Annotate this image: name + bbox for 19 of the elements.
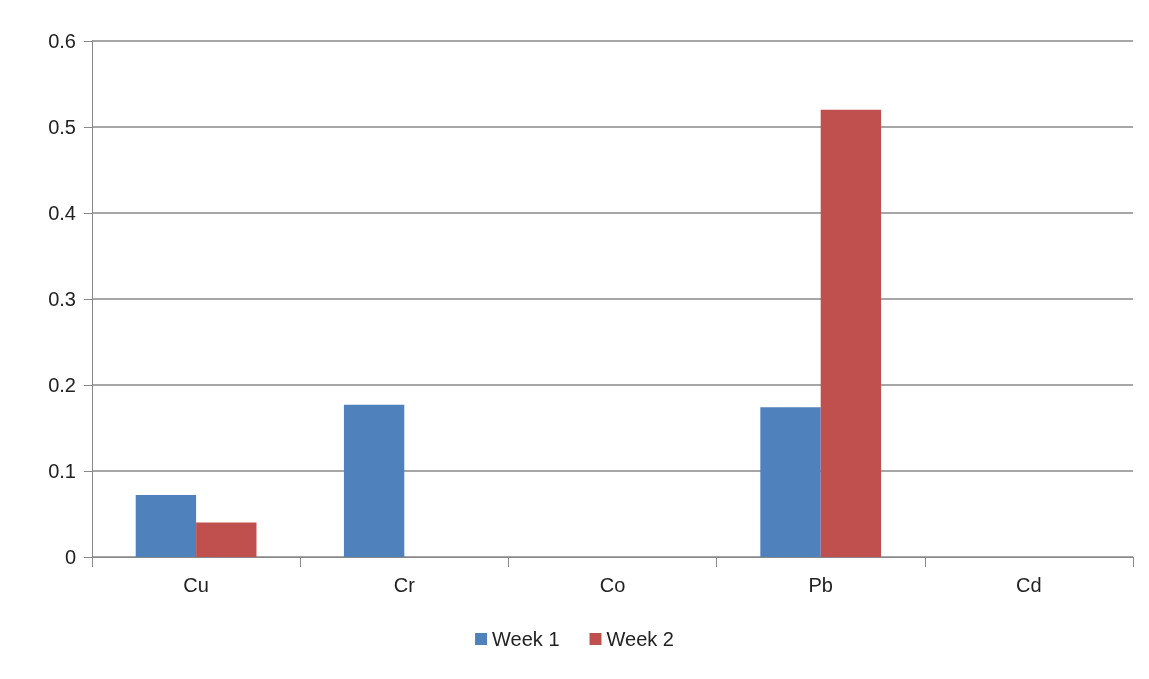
- bar: [343, 404, 405, 557]
- y-tick-label: 0.4: [48, 202, 76, 224]
- legend-label: Week 1: [492, 628, 560, 650]
- bar: [760, 407, 821, 557]
- y-tick-label: 0.5: [48, 116, 76, 138]
- x-tick-label: Cu: [183, 574, 209, 596]
- x-tick-label: Cr: [393, 574, 416, 596]
- x-tick-label: Co: [599, 574, 626, 596]
- legend-label: Week 2: [606, 628, 674, 650]
- x-tick-label: Pb: [808, 574, 833, 596]
- y-tick-label: 0: [64, 546, 76, 568]
- y-tick-label: 0.6: [48, 30, 76, 52]
- y-tick-label: 0.2: [48, 374, 76, 396]
- y-tick-label: 0.1: [48, 460, 76, 482]
- bar: [135, 495, 197, 557]
- bar: [196, 522, 257, 557]
- bar: [820, 109, 882, 557]
- x-tick-label: Cd: [1016, 574, 1042, 596]
- y-tick-label: 0.3: [48, 288, 76, 310]
